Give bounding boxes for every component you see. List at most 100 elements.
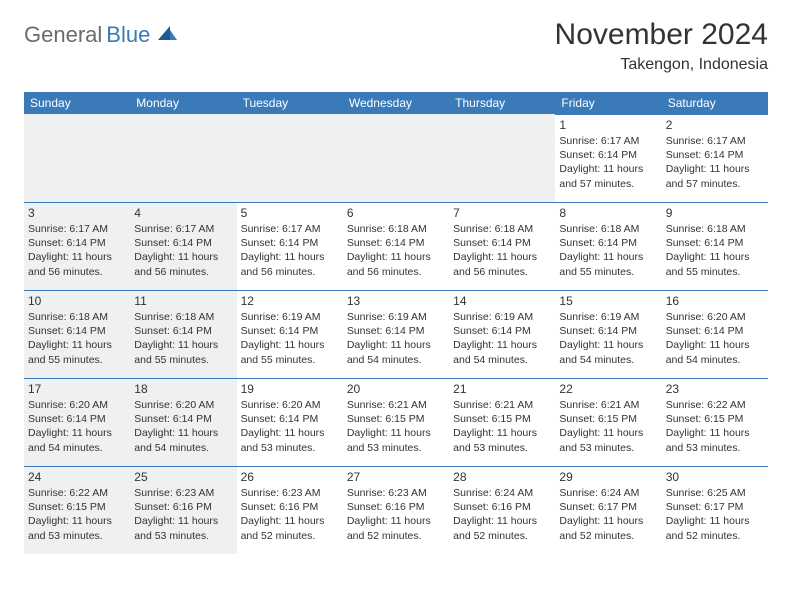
calendar-cell: 8Sunrise: 6:18 AMSunset: 6:14 PMDaylight… [555, 202, 661, 290]
daylight-text: Daylight: 11 hours and 52 minutes. [453, 514, 551, 542]
calendar-cell: 27 Sunrise: 6:23 AMSunset: 6:16 PMDayligh… [343, 466, 449, 554]
calendar-cell: 3Sunrise: 6:17 AMSunset: 6:14 PMDaylight… [24, 202, 130, 290]
sunset-text: Sunset: 6:14 PM [559, 324, 657, 338]
daylight-text: Daylight: 11 hours and 52 minutes. [666, 514, 764, 542]
sunset-text: Sunset: 6:16 PM [453, 500, 551, 514]
day-info: Sunrise: 6:18 AMSunset: 6:14 PMDaylight:… [28, 310, 126, 367]
sunset-text: Sunset: 6:14 PM [666, 324, 764, 338]
day-info: Sunrise: 6:18 AMSunset: 6:14 PMDaylight:… [559, 222, 657, 279]
calendar-cell: 13 Sunrise: 6:19 AMSunset: 6:14 PMDayligh… [343, 290, 449, 378]
daylight-text: Daylight: 11 hours and 55 minutes. [666, 250, 764, 278]
sunrise-text: Sunrise: 6:19 AM [453, 310, 551, 324]
sunset-text: Sunset: 6:14 PM [241, 324, 339, 338]
day-info: Sunrise: 6:21 AMSunset: 6:15 PMDaylight:… [347, 398, 445, 455]
calendar-cell: 5 Sunrise: 6:17 AMSunset: 6:14 PMDaylight… [237, 202, 343, 290]
day-number: 27 [347, 470, 445, 484]
day-number: 5 [241, 206, 339, 220]
sunset-text: Sunset: 6:14 PM [559, 148, 657, 162]
day-info: Sunrise: 6:25 AMSunset: 6:17 PMDaylight:… [666, 486, 764, 543]
calendar-cell: 29Sunrise: 6:24 AMSunset: 6:17 PMDayligh… [555, 466, 661, 554]
day-number: 12 [241, 294, 339, 308]
calendar-cell: 28Sunrise: 6:24 AMSunset: 6:16 PMDayligh… [449, 466, 555, 554]
daylight-text: Daylight: 11 hours and 53 minutes. [347, 426, 445, 454]
sunrise-text: Sunrise: 6:17 AM [241, 222, 339, 236]
sunset-text: Sunset: 6:15 PM [347, 412, 445, 426]
sunrise-text: Sunrise: 6:21 AM [453, 398, 551, 412]
day-number: 24 [28, 470, 126, 484]
daylight-text: Daylight: 11 hours and 56 minutes. [241, 250, 339, 278]
day-number: 2 [666, 118, 764, 132]
daylight-text: Daylight: 11 hours and 52 minutes. [347, 514, 445, 542]
sunset-text: Sunset: 6:14 PM [134, 236, 232, 250]
weekday-header: Tuesday [237, 92, 343, 114]
day-info: Sunrise: 6:23 AMSunset: 6:16 PMDaylight:… [134, 486, 232, 543]
day-info: Sunrise: 6:22 AMSunset: 6:15 PMDaylight:… [666, 398, 764, 455]
day-number: 17 [28, 382, 126, 396]
day-number: 19 [241, 382, 339, 396]
daylight-text: Daylight: 11 hours and 54 minutes. [453, 338, 551, 366]
calendar-cell: 16Sunrise: 6:20 AMSunset: 6:14 PMDayligh… [662, 290, 768, 378]
sunrise-text: Sunrise: 6:25 AM [666, 486, 764, 500]
daylight-text: Daylight: 11 hours and 53 minutes. [28, 514, 126, 542]
sunset-text: Sunset: 6:15 PM [559, 412, 657, 426]
calendar-cell: 21 Sunrise: 6:21 AMSunset: 6:15 PMDayligh… [449, 378, 555, 466]
title-block: November 2024 Takengon, Indonesia [555, 18, 768, 74]
calendar-cell: 26Sunrise: 6:23 AMSunset: 6:16 PMDayligh… [237, 466, 343, 554]
day-number: 20 [347, 382, 445, 396]
logo: GeneralBlue [24, 18, 178, 48]
daylight-text: Daylight: 11 hours and 54 minutes. [134, 426, 232, 454]
day-number: 1 [559, 118, 657, 132]
day-info: Sunrise: 6:24 AMSunset: 6:17 PMDaylight:… [559, 486, 657, 543]
day-info: Sunrise: 6:19 AMSunset: 6:14 PMDaylight:… [347, 310, 445, 367]
calendar-body: 1Sunrise: 6:17 AMSunset: 6:14 PMDaylight… [24, 114, 768, 554]
daylight-text: Daylight: 11 hours and 53 minutes. [241, 426, 339, 454]
daylight-text: Daylight: 11 hours and 53 minutes. [559, 426, 657, 454]
calendar-cell: 30 Sunrise: 6:25 AMSunset: 6:17 PMDayligh… [662, 466, 768, 554]
calendar-cell: 1 Sunrise: 6:17 AMSunset: 6:14 PMDaylight… [555, 114, 661, 202]
daylight-text: Daylight: 11 hours and 54 minutes. [666, 338, 764, 366]
calendar-cell: 15Sunrise: 6:19 AMSunset: 6:14 PMDayligh… [555, 290, 661, 378]
sunset-text: Sunset: 6:15 PM [28, 500, 126, 514]
calendar-cell: 2 Sunrise: 6:17 AMSunset: 6:14 PMDaylight… [662, 114, 768, 202]
day-info: Sunrise: 6:17 AMSunset: 6:14 PMDaylight:… [559, 134, 657, 191]
sunrise-text: Sunrise: 6:23 AM [241, 486, 339, 500]
day-number: 14 [453, 294, 551, 308]
month-title: November 2024 [555, 18, 768, 52]
sunset-text: Sunset: 6:14 PM [453, 324, 551, 338]
day-info: Sunrise: 6:21 AMSunset: 6:15 PMDaylight:… [453, 398, 551, 455]
sunrise-text: Sunrise: 6:18 AM [28, 310, 126, 324]
sunset-text: Sunset: 6:17 PM [559, 500, 657, 514]
sunset-text: Sunset: 6:14 PM [347, 236, 445, 250]
sunrise-text: Sunrise: 6:22 AM [666, 398, 764, 412]
day-info: Sunrise: 6:18 AMSunset: 6:14 PMDaylight:… [347, 222, 445, 279]
sunset-text: Sunset: 6:14 PM [666, 236, 764, 250]
day-number: 25 [134, 470, 232, 484]
day-number: 4 [134, 206, 232, 220]
sunrise-text: Sunrise: 6:18 AM [134, 310, 232, 324]
sunset-text: Sunset: 6:15 PM [453, 412, 551, 426]
day-number: 7 [453, 206, 551, 220]
day-number: 13 [347, 294, 445, 308]
sunset-text: Sunset: 6:14 PM [347, 324, 445, 338]
calendar-cell: 10Sunrise: 6:18 AMSunset: 6:14 PMDayligh… [24, 290, 130, 378]
day-info: Sunrise: 6:17 AMSunset: 6:14 PMDaylight:… [241, 222, 339, 279]
daylight-text: Daylight: 11 hours and 54 minutes. [28, 426, 126, 454]
day-info: Sunrise: 6:20 AMSunset: 6:14 PMDaylight:… [666, 310, 764, 367]
day-info: Sunrise: 6:23 AMSunset: 6:16 PMDaylight:… [347, 486, 445, 543]
calendar-cell: 22Sunrise: 6:21 AMSunset: 6:15 PMDayligh… [555, 378, 661, 466]
day-number: 30 [666, 470, 764, 484]
calendar-cell: 19Sunrise: 6:20 AMSunset: 6:14 PMDayligh… [237, 378, 343, 466]
sunrise-text: Sunrise: 6:19 AM [241, 310, 339, 324]
day-number: 21 [453, 382, 551, 396]
sunrise-text: Sunrise: 6:24 AM [559, 486, 657, 500]
weekday-header: Saturday [662, 92, 768, 114]
weekday-header: Thursday [449, 92, 555, 114]
day-number: 26 [241, 470, 339, 484]
sunset-text: Sunset: 6:14 PM [241, 236, 339, 250]
sunrise-text: Sunrise: 6:21 AM [347, 398, 445, 412]
weekday-header: Sunday [24, 92, 130, 114]
sunset-text: Sunset: 6:16 PM [134, 500, 232, 514]
sunset-text: Sunset: 6:14 PM [28, 412, 126, 426]
daylight-text: Daylight: 11 hours and 53 minutes. [666, 426, 764, 454]
day-info: Sunrise: 6:17 AMSunset: 6:14 PMDaylight:… [666, 134, 764, 191]
